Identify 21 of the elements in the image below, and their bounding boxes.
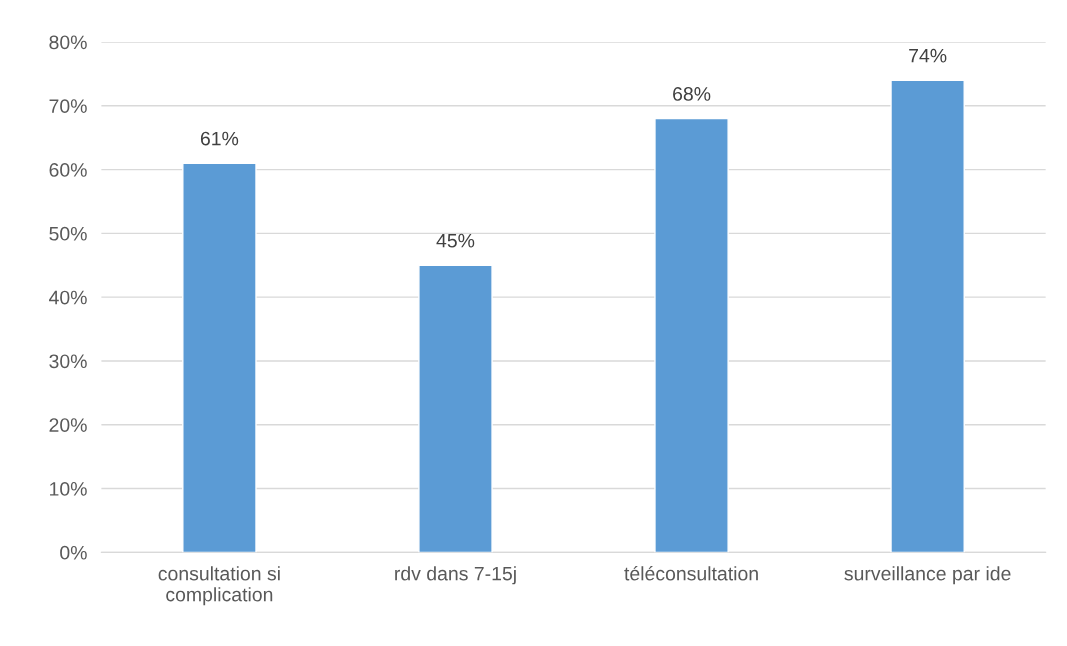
y-tick-label: 30% (49, 354, 87, 369)
y-tick-label: 0% (60, 545, 87, 560)
x-tick-label: rdv dans 7-15j (395, 566, 516, 585)
data-label: 45% (436, 233, 475, 248)
bar (890, 79, 965, 553)
data-label: 74% (909, 48, 947, 63)
y-tick-label: 40% (49, 290, 87, 305)
bar (654, 117, 729, 553)
bar (418, 264, 493, 553)
y-tick-label: 50% (49, 226, 87, 241)
data-label: 68% (673, 87, 711, 101)
x-tick-label: surveillance par ide (844, 566, 1011, 585)
y-tick-label: 60% (49, 163, 87, 177)
y-tick-label: 10% (50, 482, 87, 496)
x-tick-label: consultation si complication (158, 566, 280, 606)
x-tick-label: téléconsultation (624, 565, 758, 581)
data-label: 61% (200, 131, 239, 146)
y-tick-label: 70% (49, 99, 87, 114)
y-tick-label: 80% (49, 35, 87, 50)
bar (182, 162, 257, 553)
y-tick-label: 20% (49, 418, 87, 432)
